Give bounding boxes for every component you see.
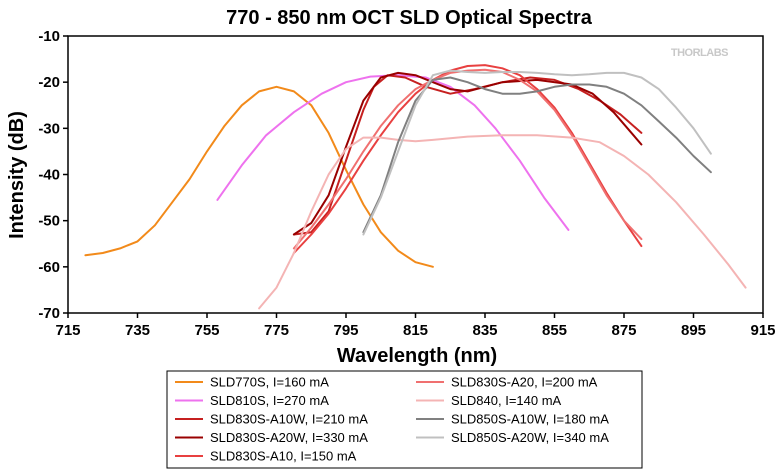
x-tick-label: 855 — [542, 322, 567, 339]
watermark-logo: THORLABS — [671, 47, 728, 59]
y-tick-label: -50 — [38, 213, 60, 230]
y-tick-label: -70 — [38, 305, 60, 322]
x-tick-label: 915 — [750, 322, 775, 339]
x-axis-label: Wavelength (nm) — [337, 345, 497, 367]
y-axis: -10 -20 -30 -40 -50 -60 -70 — [38, 28, 68, 322]
series-line-2 — [216, 74, 570, 231]
series-line-8 — [362, 76, 712, 234]
legend-entry: SLD830S-A20W, I=330 mA — [210, 430, 368, 445]
series-line-3 — [292, 74, 643, 236]
series-line-9 — [362, 69, 712, 236]
y-tick-label: -20 — [38, 74, 60, 91]
series-line-4 — [292, 71, 643, 236]
x-tick-label: 775 — [264, 322, 289, 339]
legend-entry: SLD830S-A10, I=150 mA — [210, 449, 357, 464]
legend: SLD770S, I=160 mA SLD810S, I=270 mA SLD830… — [166, 370, 643, 469]
x-tick-label: 815 — [403, 322, 428, 339]
x-tick-label: 875 — [611, 322, 636, 339]
legend-entry: SLD830S-A10W, I=210 mA — [210, 412, 368, 427]
x-tick-label: 755 — [194, 322, 219, 339]
legend-entry: SLD850S-A20W, I=340 mA — [451, 430, 609, 445]
chart-title: 770 - 850 nm OCT SLD Optical Spectra — [226, 7, 593, 29]
y-tick-label: -30 — [38, 120, 60, 137]
x-axis: 715 735 755 775 795 815 835 855 875 895 915 — [55, 313, 776, 339]
legend-entry: SLD850S-A10W, I=180 mA — [451, 412, 609, 427]
series-layer — [84, 64, 747, 310]
y-tick-label: -40 — [38, 167, 60, 184]
legend-entry: SLD770S, I=160 mA — [210, 375, 329, 390]
x-tick-label: 835 — [472, 322, 497, 339]
x-tick-label: 735 — [125, 322, 150, 339]
x-tick-label: 895 — [681, 322, 706, 339]
legend-entry: SLD840, I=140 mA — [451, 393, 562, 408]
series-line-5 — [292, 64, 643, 254]
x-tick-label: 795 — [333, 322, 358, 339]
x-tick-label: 715 — [55, 322, 80, 339]
legend-entry: SLD810S, I=270 mA — [210, 393, 329, 408]
series-line-6 — [292, 68, 643, 250]
legend-box — [166, 370, 643, 469]
series-line-1 — [84, 85, 434, 268]
legend-entry: SLD830S-A20, I=200 mA — [451, 375, 598, 390]
y-tick-label: -10 — [38, 28, 60, 45]
series-line-7 — [258, 134, 747, 310]
y-axis-label: Intensity (dB) — [6, 111, 28, 239]
y-tick-label: -60 — [38, 259, 60, 276]
